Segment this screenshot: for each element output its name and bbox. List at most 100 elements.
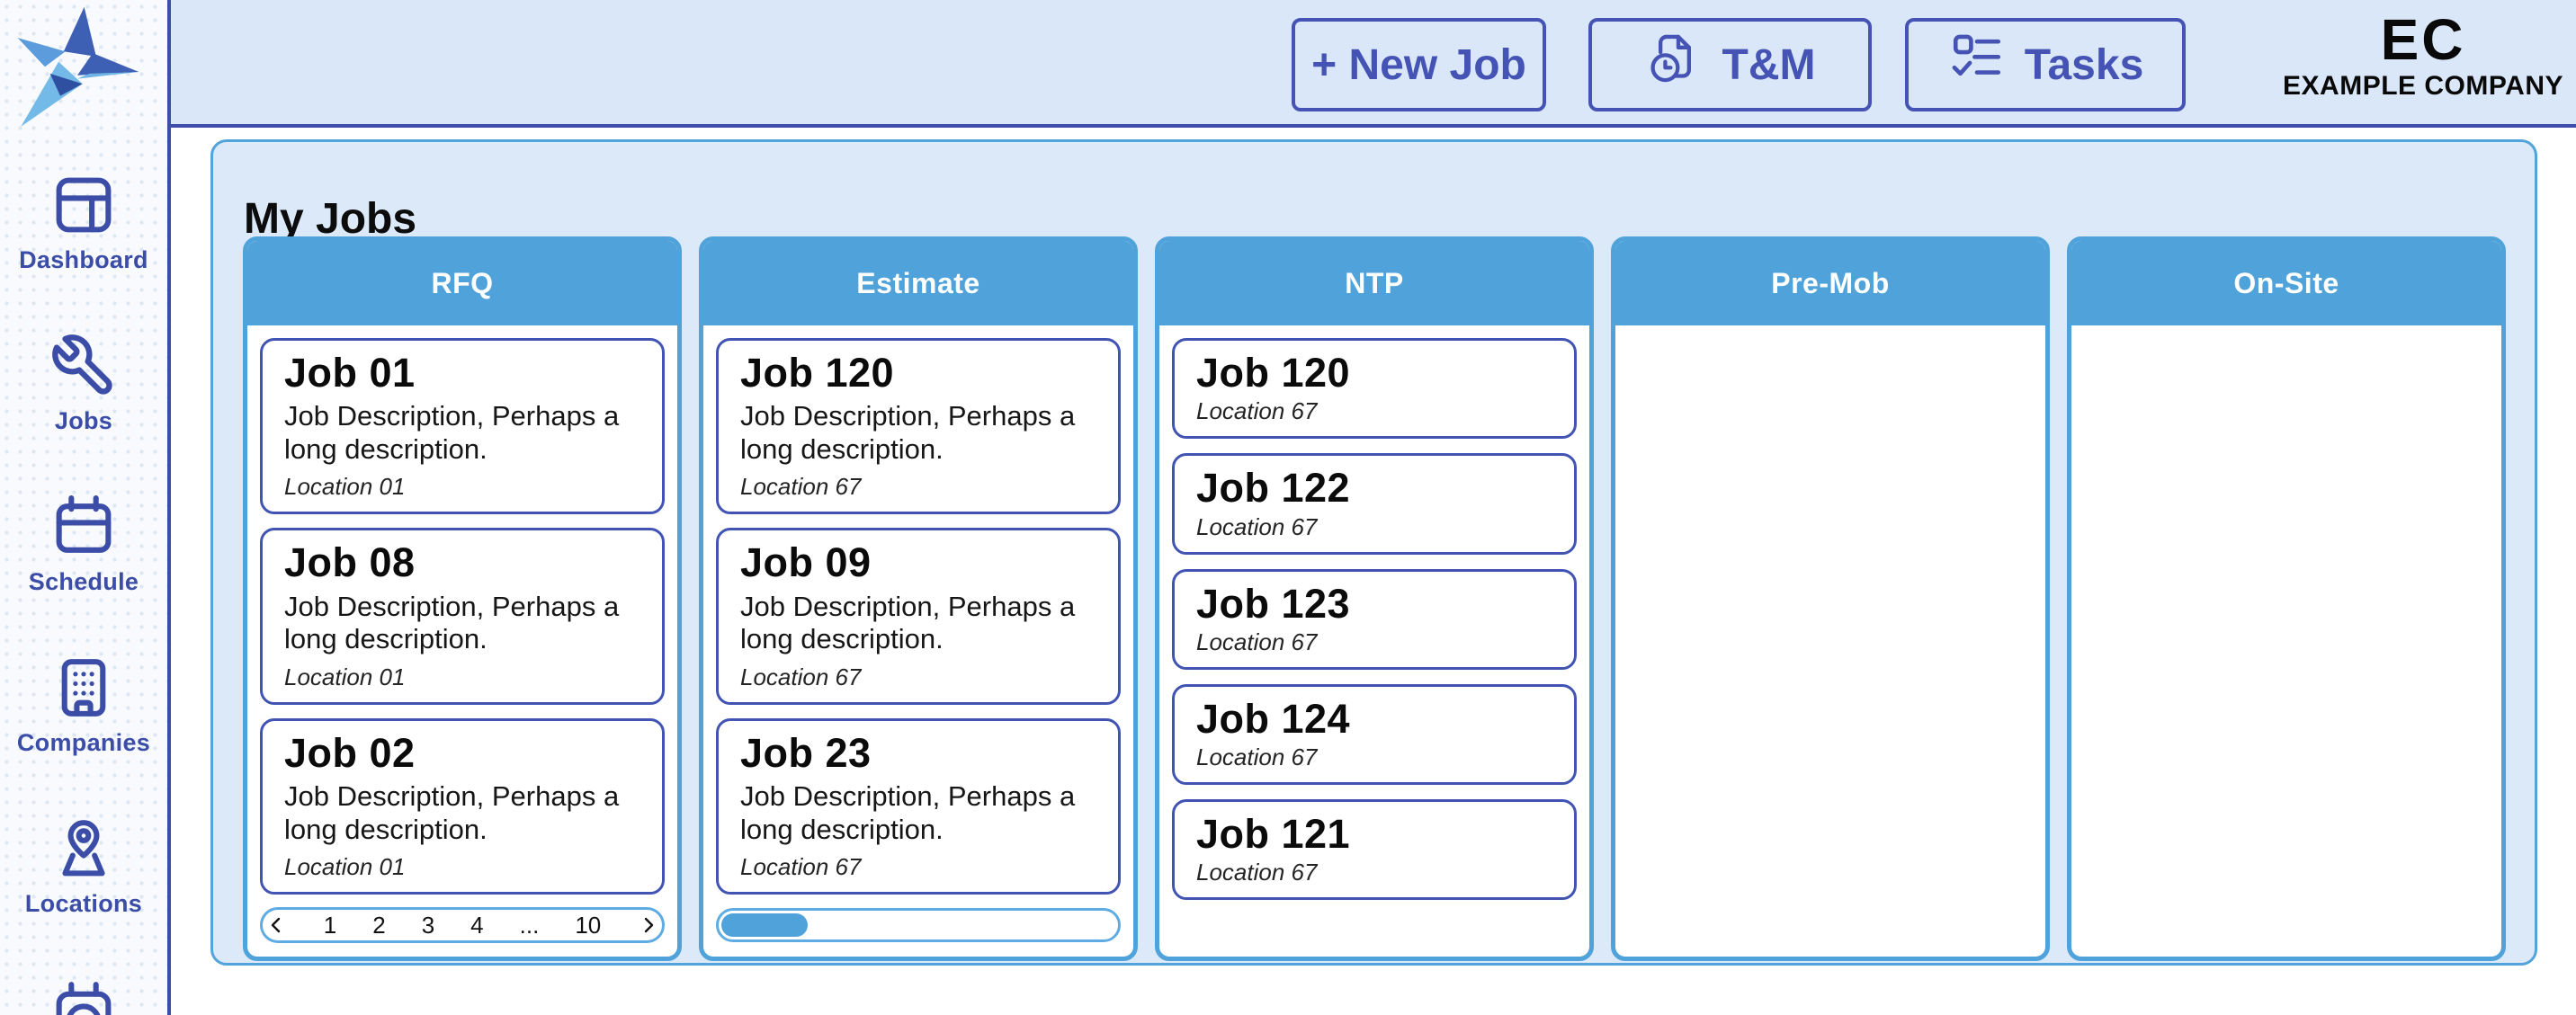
column-estimate: Estimate Job 120 Job Description, Perhap… <box>699 236 1138 961</box>
building-icon <box>49 654 118 722</box>
column-header: RFQ <box>247 241 677 325</box>
chevron-right-icon[interactable] <box>637 914 658 936</box>
job-card[interactable]: Job 122 Location 67 <box>1172 453 1577 555</box>
page-title: My Jobs <box>244 195 417 244</box>
job-card-location: Location 67 <box>1196 397 1318 425</box>
job-card-location: Location 67 <box>1196 743 1318 770</box>
job-card-location: Location 01 <box>284 473 406 501</box>
column-pre-mob: Pre-Mob <box>1611 236 2050 961</box>
column-header: NTP <box>1159 241 1589 325</box>
new-job-button-label: + New Job <box>1311 40 1526 89</box>
sidebar: Dashboard Jobs <box>0 0 171 1015</box>
job-card[interactable]: Job 09 Job Description, Perhaps a long d… <box>716 528 1121 705</box>
horizontal-scrollbar[interactable] <box>716 908 1121 942</box>
job-card-title: Job 123 <box>1196 580 1351 627</box>
column-body <box>2071 325 2501 338</box>
job-card-title: Job 121 <box>1196 811 1351 857</box>
page-number[interactable]: 10 <box>575 911 602 939</box>
job-card-description: Job Description, Perhaps a long descript… <box>284 400 620 465</box>
calendar-icon <box>49 493 118 561</box>
sidebar-item-schedule[interactable]: Schedule <box>29 493 139 596</box>
job-card-description: Job Description, Perhaps a long descript… <box>740 400 1076 465</box>
job-card-description: Job Description, Perhaps a long descript… <box>740 590 1076 655</box>
star-logo-icon <box>17 6 139 127</box>
job-card-title: Job 23 <box>740 729 872 776</box>
column-header: Estimate <box>703 241 1133 325</box>
job-card[interactable]: Job 124 Location 67 <box>1172 683 1577 785</box>
job-card-title: Job 02 <box>284 729 416 776</box>
column-on-site: On-Site <box>2067 236 2506 961</box>
scrollbar-thumb[interactable] <box>721 913 808 937</box>
job-card[interactable]: Job 08 Job Description, Perhaps a long d… <box>260 528 665 705</box>
job-card[interactable]: Job 23 Job Description, Perhaps a long d… <box>716 717 1121 895</box>
tasks-button[interactable]: Tasks <box>1905 18 2186 111</box>
column-header: On-Site <box>2071 241 2501 325</box>
chevron-left-icon[interactable] <box>266 914 288 936</box>
company-name: EXAMPLE COMPANY <box>2283 71 2563 101</box>
sidebar-item-label: Locations <box>24 890 143 917</box>
page-number[interactable]: 4 <box>470 911 484 939</box>
job-card-title: Job 09 <box>740 539 872 586</box>
pagination: 1 2 3 4 ... 10 <box>260 907 665 943</box>
sidebar-item-timeclock[interactable] <box>49 976 118 1015</box>
job-card-location: Location 67 <box>740 853 862 881</box>
sidebar-nav: Dashboard Jobs <box>0 171 167 918</box>
job-card-location: Location 01 <box>284 663 406 690</box>
job-card-description: Job Description, Perhaps a long descript… <box>284 780 620 845</box>
job-card-title: Job 08 <box>284 539 416 586</box>
sidebar-item-jobs[interactable]: Jobs <box>49 332 118 435</box>
tasks-button-label: Tasks <box>2024 40 2144 89</box>
sidebar-item-dashboard[interactable]: Dashboard <box>19 171 148 274</box>
map-pin-icon <box>49 815 118 883</box>
page-number[interactable]: 3 <box>421 911 435 939</box>
job-card-location: Location 67 <box>1196 512 1318 540</box>
job-card-location: Location 67 <box>1196 628 1318 655</box>
job-card[interactable]: Job 121 Location 67 <box>1172 799 1577 901</box>
top-bar: + New Job T&M <box>171 0 2576 128</box>
job-card[interactable]: Job 01 Job Description, Perhaps a long d… <box>260 338 665 515</box>
job-card-description: Job Description, Perhaps a long descript… <box>740 780 1076 845</box>
sidebar-item-locations[interactable]: Locations <box>25 815 142 918</box>
job-card-location: Location 67 <box>1196 859 1318 886</box>
dashboard-icon <box>49 171 118 239</box>
job-card-title: Job 120 <box>740 350 895 396</box>
job-card[interactable]: Job 123 Location 67 <box>1172 568 1577 670</box>
job-card-location: Location 67 <box>740 473 862 501</box>
company-logo <box>9 4 146 138</box>
sidebar-item-label: Jobs <box>54 407 113 434</box>
company-initials: EC <box>2380 7 2466 72</box>
my-jobs-panel: My Jobs RFQ Job 01 Job Description, Perh… <box>210 139 2537 966</box>
job-card-title: Job 01 <box>284 350 416 396</box>
column-rfq: RFQ Job 01 Job Description, Perhaps a lo… <box>243 236 682 961</box>
sidebar-item-label: Schedule <box>28 568 139 595</box>
page-number[interactable]: 2 <box>372 911 386 939</box>
column-body <box>1615 325 2045 338</box>
job-card-location: Location 01 <box>284 853 406 881</box>
tm-button-label: T&M <box>1722 40 1816 89</box>
column-body: Job 120 Location 67 Job 122 Location 67 … <box>1159 325 1589 901</box>
column-header: Pre-Mob <box>1615 241 2045 325</box>
column-ntp: NTP Job 120 Location 67 Job 122 Location… <box>1155 236 1594 961</box>
new-job-button[interactable]: + New Job <box>1292 18 1546 111</box>
job-card-title: Job 122 <box>1196 465 1351 512</box>
tm-button[interactable]: T&M <box>1588 18 1872 111</box>
job-card-description: Job Description, Perhaps a long descript… <box>284 590 620 655</box>
sidebar-item-label: Companies <box>16 729 151 756</box>
company-brand: EC EXAMPLE COMPANY <box>2283 11 2563 102</box>
wrench-icon <box>49 332 118 400</box>
sidebar-item-label: Dashboard <box>19 246 148 273</box>
job-card[interactable]: Job 02 Job Description, Perhaps a long d… <box>260 717 665 895</box>
sidebar-item-companies[interactable]: Companies <box>17 654 150 757</box>
job-card[interactable]: Job 120 Job Description, Perhaps a long … <box>716 338 1121 515</box>
kanban-columns: RFQ Job 01 Job Description, Perhaps a lo… <box>243 236 2506 961</box>
pagination-ellipsis: ... <box>519 911 540 939</box>
job-card[interactable]: Job 120 Location 67 <box>1172 338 1577 440</box>
job-card-title: Job 120 <box>1196 350 1351 396</box>
document-clock-icon <box>1645 30 1704 100</box>
job-card-title: Job 124 <box>1196 695 1351 742</box>
job-card-location: Location 67 <box>740 663 862 690</box>
page-number[interactable]: 1 <box>323 911 337 939</box>
checklist-icon <box>1947 30 2007 100</box>
column-body: Job 01 Job Description, Perhaps a long d… <box>247 325 677 895</box>
